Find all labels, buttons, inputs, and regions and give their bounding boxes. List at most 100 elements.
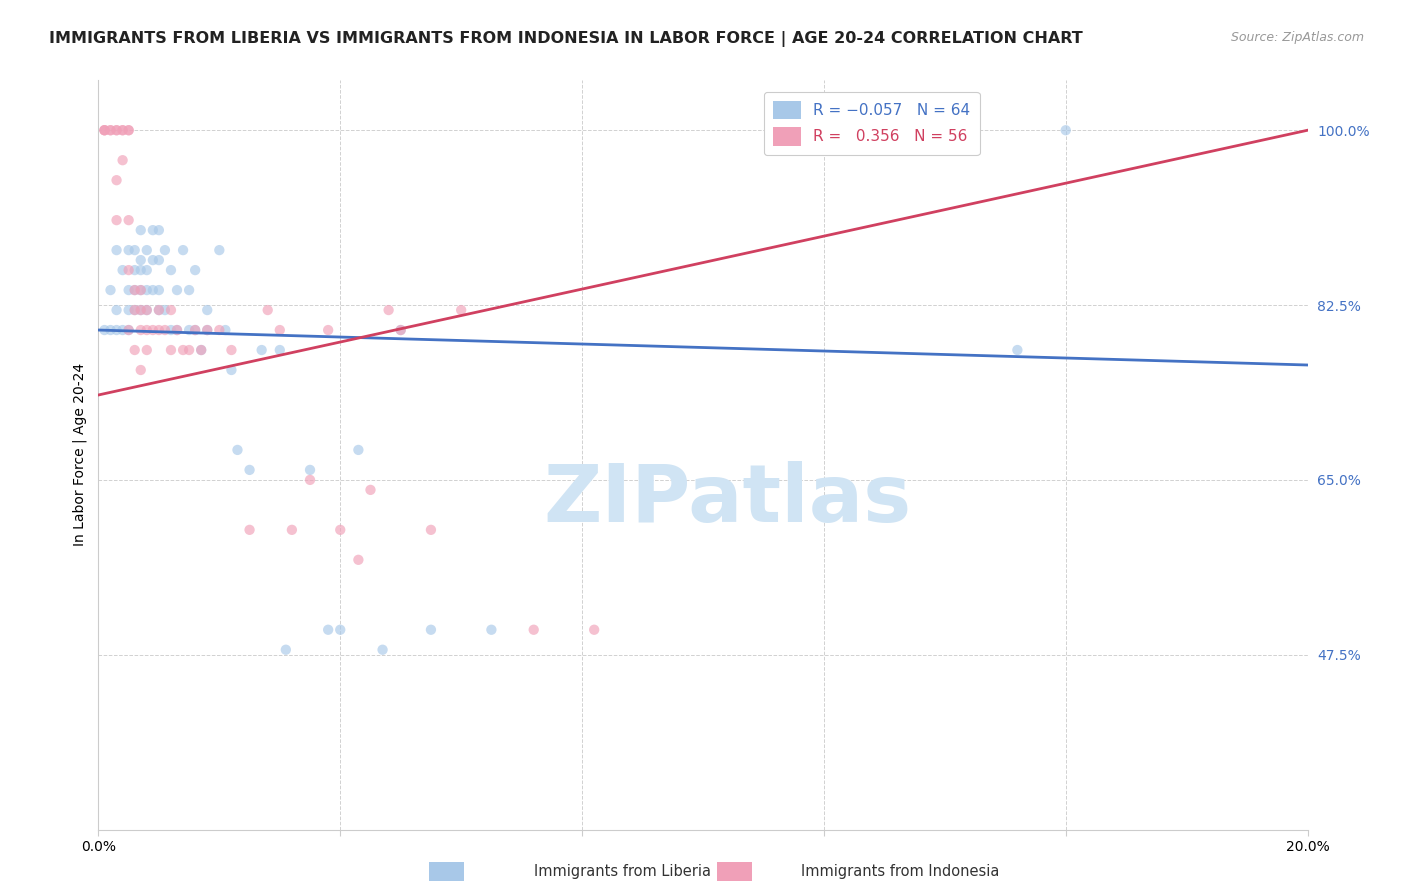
Point [135, 323, 157, 337]
Point [160, 263, 183, 277]
Point [93, 323, 115, 337]
Point [420, 623, 443, 637]
Point [269, 343, 291, 357]
Point [179, 323, 201, 337]
Point [221, 343, 243, 357]
Point [184, 323, 207, 337]
Point [129, 223, 152, 237]
Point [105, 123, 128, 137]
Point [239, 523, 262, 537]
Point [481, 623, 503, 637]
Point [129, 253, 152, 268]
Point [129, 323, 152, 337]
Text: Source: ZipAtlas.com: Source: ZipAtlas.com [1230, 31, 1364, 45]
Point [118, 243, 141, 257]
Point [160, 343, 183, 357]
Point [281, 523, 304, 537]
Point [129, 283, 152, 297]
Point [329, 523, 352, 537]
Point [523, 623, 546, 637]
Text: IMMIGRANTS FROM LIBERIA VS IMMIGRANTS FROM INDONESIA IN LABOR FORCE | AGE 20-24 : IMMIGRANTS FROM LIBERIA VS IMMIGRANTS FR… [49, 31, 1083, 47]
Point [129, 303, 152, 318]
Point [172, 243, 194, 257]
Point [111, 123, 134, 137]
Point [184, 263, 207, 277]
Point [124, 283, 146, 297]
Point [179, 283, 201, 297]
Point [153, 323, 176, 337]
Point [160, 323, 183, 337]
Point [377, 303, 399, 318]
Point [111, 323, 134, 337]
Point [135, 303, 157, 318]
Point [1054, 123, 1077, 137]
Point [389, 323, 412, 337]
Point [221, 363, 243, 377]
Point [148, 303, 170, 318]
Point [93, 123, 115, 137]
Point [250, 343, 273, 357]
Point [153, 243, 176, 257]
Text: Immigrants from Indonesia: Immigrants from Indonesia [801, 864, 1000, 879]
Point [166, 323, 188, 337]
Point [118, 303, 141, 318]
Point [93, 123, 115, 137]
Point [142, 283, 165, 297]
Point [142, 253, 165, 268]
Point [100, 283, 122, 297]
Point [148, 223, 170, 237]
Point [105, 213, 128, 227]
Point [129, 263, 152, 277]
Point [142, 323, 165, 337]
Point [105, 303, 128, 318]
Point [583, 623, 606, 637]
Point [299, 473, 322, 487]
Legend: R = −0.057   N = 64, R =   0.356   N = 56: R = −0.057 N = 64, R = 0.356 N = 56 [765, 92, 980, 155]
Text: Immigrants from Liberia: Immigrants from Liberia [534, 864, 711, 879]
Point [118, 123, 141, 137]
Point [118, 323, 141, 337]
Text: ZIPatlas: ZIPatlas [543, 461, 911, 539]
Point [118, 283, 141, 297]
Point [118, 323, 141, 337]
Point [100, 123, 122, 137]
Point [148, 323, 170, 337]
Point [208, 323, 231, 337]
Point [124, 283, 146, 297]
Point [124, 303, 146, 318]
Point [100, 323, 122, 337]
Point [450, 303, 472, 318]
Point [420, 523, 443, 537]
Point [105, 123, 128, 137]
Point [135, 263, 157, 277]
Point [153, 303, 176, 318]
Point [226, 442, 249, 457]
Point [148, 283, 170, 297]
Point [111, 153, 134, 168]
Point [124, 303, 146, 318]
Point [124, 343, 146, 357]
Point [239, 463, 262, 477]
Point [389, 323, 412, 337]
Point [269, 323, 291, 337]
Point [179, 343, 201, 357]
Point [166, 323, 188, 337]
Point [105, 323, 128, 337]
Point [148, 303, 170, 318]
Point [118, 213, 141, 227]
Point [118, 123, 141, 137]
Point [160, 303, 183, 318]
Point [129, 283, 152, 297]
Point [256, 303, 278, 318]
Point [135, 343, 157, 357]
Point [329, 623, 352, 637]
Point [111, 263, 134, 277]
Point [208, 243, 231, 257]
Point [172, 343, 194, 357]
Point [135, 283, 157, 297]
Point [190, 343, 212, 357]
Point [148, 253, 170, 268]
Point [347, 442, 370, 457]
Point [274, 642, 297, 657]
Point [1007, 343, 1029, 357]
